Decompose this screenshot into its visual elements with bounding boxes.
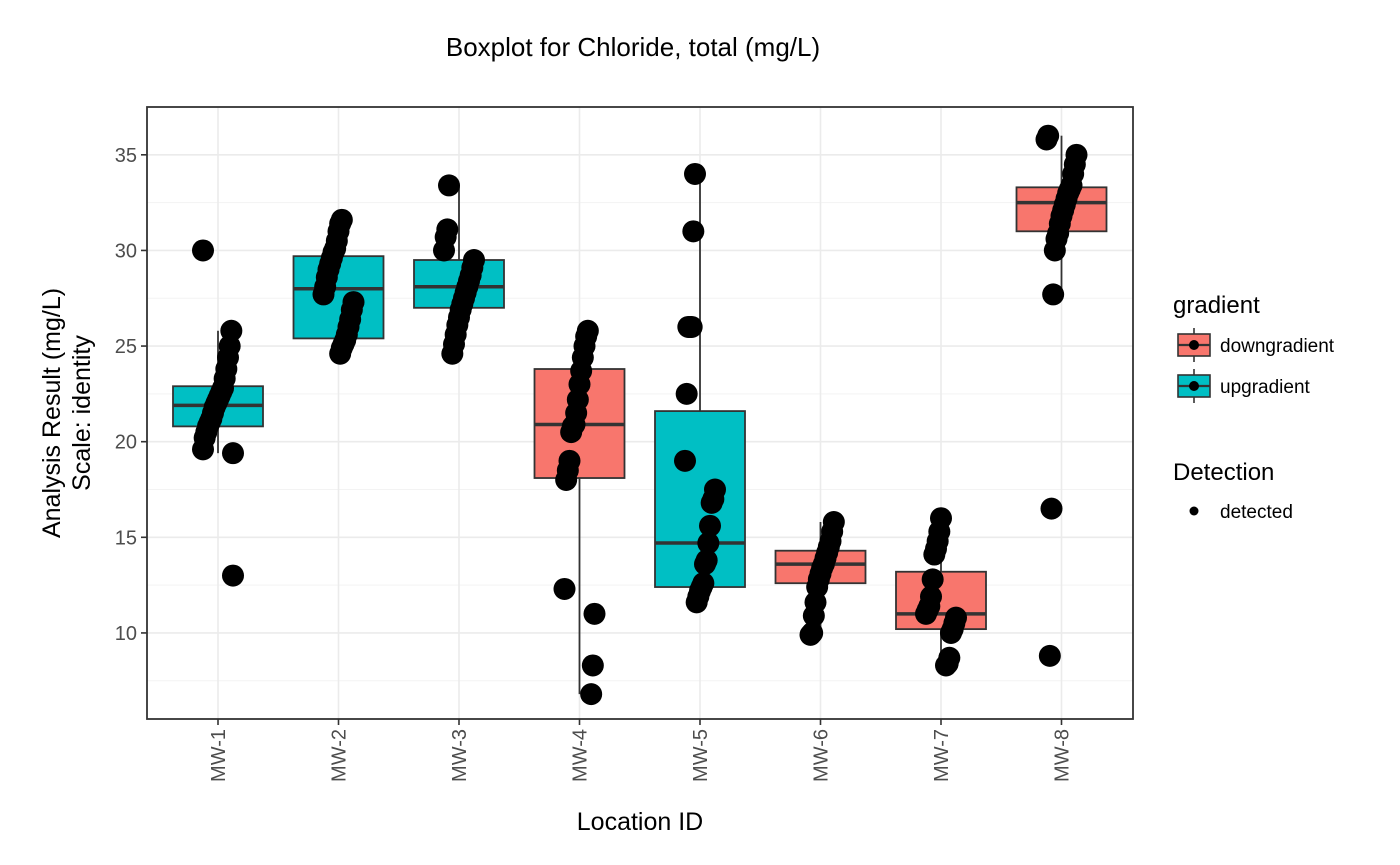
data-point (560, 421, 583, 444)
y-tick-label: 25 (115, 336, 137, 358)
x-tick-label: MW-3 (449, 729, 471, 782)
y-tick-label: 30 (115, 240, 137, 262)
data-point (441, 342, 464, 365)
legend-label-downgradient: downgradient (1220, 336, 1335, 357)
boxes-layer (172, 135, 1108, 695)
points-mw-5 (674, 162, 726, 614)
data-point (1038, 644, 1061, 667)
legend-key-upgradient (1177, 369, 1211, 403)
y-tick-label: 35 (115, 145, 137, 167)
data-point (674, 449, 696, 472)
data-point (1042, 283, 1065, 306)
data-point (1040, 497, 1063, 520)
legend-key-downgradient (1177, 328, 1211, 362)
data-point (192, 438, 214, 461)
y-tick-label: 10 (115, 623, 137, 645)
legend-point-upgradient (1189, 381, 1199, 391)
x-tick-label: MW-1 (208, 729, 230, 782)
legend-title-gradient: gradient (1173, 292, 1260, 319)
points-mw-6 (799, 511, 845, 646)
data-point (583, 602, 606, 625)
legend: gradient downgradient upgradient Detecti… (1173, 292, 1335, 523)
data-point (923, 543, 946, 566)
x-tick-label: MW-7 (931, 729, 953, 782)
data-point (581, 654, 604, 677)
data-point (699, 514, 721, 537)
x-axis: MW-1 MW-2 MW-3 MW-4 MW-5 MW-6 MW-7 MW-8 (208, 719, 1074, 782)
x-tick-label: MW-4 (570, 729, 592, 782)
x-tick-label: MW-6 (811, 729, 833, 782)
legend-point-detected (1189, 506, 1199, 516)
y-axis-title-line-1: Analysis Result (mg/L) (38, 288, 66, 538)
data-point (921, 568, 944, 591)
points-mw-7 (915, 507, 967, 677)
data-point (684, 162, 706, 185)
points-mw-1 (192, 239, 244, 587)
points-mw-4 (553, 319, 606, 706)
data-point (685, 591, 708, 614)
x-tick-label: MW-5 (690, 729, 712, 782)
x-axis-title: Location ID (577, 808, 703, 836)
data-point (682, 220, 705, 243)
legend-title-detection: Detection (1173, 459, 1274, 486)
data-point (438, 174, 460, 197)
data-point (802, 604, 825, 627)
data-point (915, 602, 937, 625)
data-point (329, 342, 352, 365)
y-tick-label: 20 (115, 432, 137, 454)
points-mw-3 (433, 174, 485, 365)
y-axis-title: Analysis Result (mg/L) Scale: identity (38, 288, 96, 538)
x-tick-label: MW-2 (329, 729, 351, 782)
data-point (222, 442, 244, 465)
data-point (700, 491, 723, 514)
data-point (580, 683, 603, 706)
data-point (192, 239, 214, 262)
chart-title: Boxplot for Chloride, total (mg/L) (446, 32, 820, 62)
points-mw-2 (312, 208, 365, 365)
x-tick-label: MW-8 (1052, 729, 1074, 782)
data-point (1035, 128, 1058, 151)
data-point (553, 577, 576, 600)
data-point (799, 623, 822, 646)
legend-label-detected: detected (1220, 502, 1293, 523)
data-point (222, 564, 244, 587)
legend-point-downgradient (1189, 340, 1199, 350)
y-axis: 10 15 20 25 30 35 (115, 145, 147, 645)
data-point (433, 239, 455, 262)
data-point (555, 468, 578, 491)
points-mw-8 (1035, 124, 1088, 667)
data-point (935, 654, 957, 677)
data-point (675, 382, 698, 405)
points-layer (192, 124, 1088, 706)
legend-label-upgradient: upgradient (1220, 377, 1311, 398)
data-point (694, 553, 716, 576)
data-point (697, 532, 720, 555)
y-tick-label: 15 (115, 527, 137, 549)
data-point (312, 283, 335, 306)
data-point (940, 621, 962, 644)
data-point (1043, 239, 1066, 262)
data-point (677, 315, 700, 338)
y-axis-title-line-2: Scale: identity (68, 335, 96, 491)
plot-panel-border (146, 106, 1134, 720)
